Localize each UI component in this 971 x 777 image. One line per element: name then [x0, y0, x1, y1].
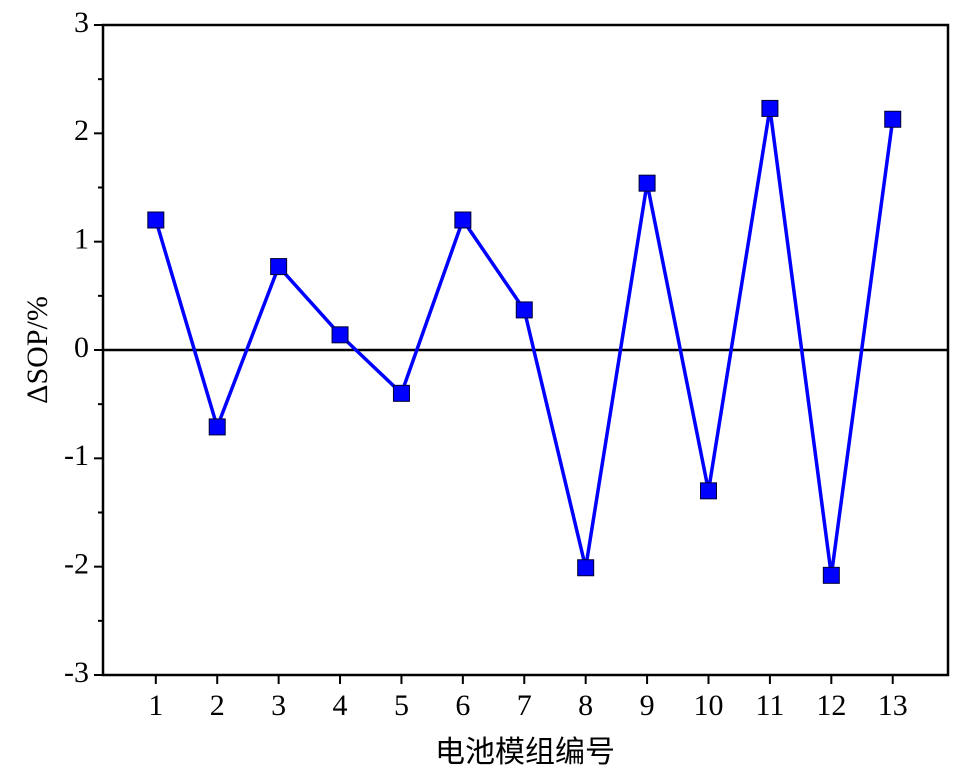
- marker: [331, 326, 349, 344]
- marker: [638, 174, 656, 192]
- y-tick-label: 0: [74, 331, 89, 364]
- x-tick-label: 10: [694, 689, 724, 722]
- marker: [761, 99, 779, 117]
- x-tick-label: 13: [878, 689, 908, 722]
- x-tick-label: 5: [394, 689, 409, 722]
- x-tick-label: 9: [640, 689, 655, 722]
- marker: [884, 110, 902, 128]
- x-tick-label: 11: [755, 689, 784, 722]
- x-tick-label: 4: [333, 689, 348, 722]
- y-tick-label: -2: [64, 548, 89, 581]
- marker: [208, 418, 226, 436]
- x-tick-label: 8: [578, 689, 593, 722]
- marker: [700, 482, 718, 500]
- marker: [822, 566, 840, 584]
- marker: [392, 384, 410, 402]
- y-tick-label: 1: [74, 223, 89, 256]
- y-tick-label: -3: [64, 656, 89, 689]
- x-tick-label: 6: [455, 689, 470, 722]
- marker: [270, 258, 288, 276]
- x-tick-label: 12: [816, 689, 846, 722]
- x-tick-label: 3: [271, 689, 286, 722]
- y-tick-label: 2: [74, 114, 89, 147]
- marker: [454, 211, 472, 229]
- x-axis-label: 电池模组编号: [435, 736, 615, 769]
- x-tick-label: 2: [210, 689, 225, 722]
- y-axis-label: ΔSOP/%: [21, 296, 54, 404]
- x-tick-label: 1: [148, 689, 163, 722]
- series-line: [154, 108, 895, 576]
- y-tick-label: -1: [64, 439, 89, 472]
- marker: [147, 211, 165, 229]
- marker: [515, 301, 533, 319]
- marker: [577, 559, 595, 577]
- x-tick-label: 7: [517, 689, 532, 722]
- y-tick-label: 3: [74, 6, 89, 39]
